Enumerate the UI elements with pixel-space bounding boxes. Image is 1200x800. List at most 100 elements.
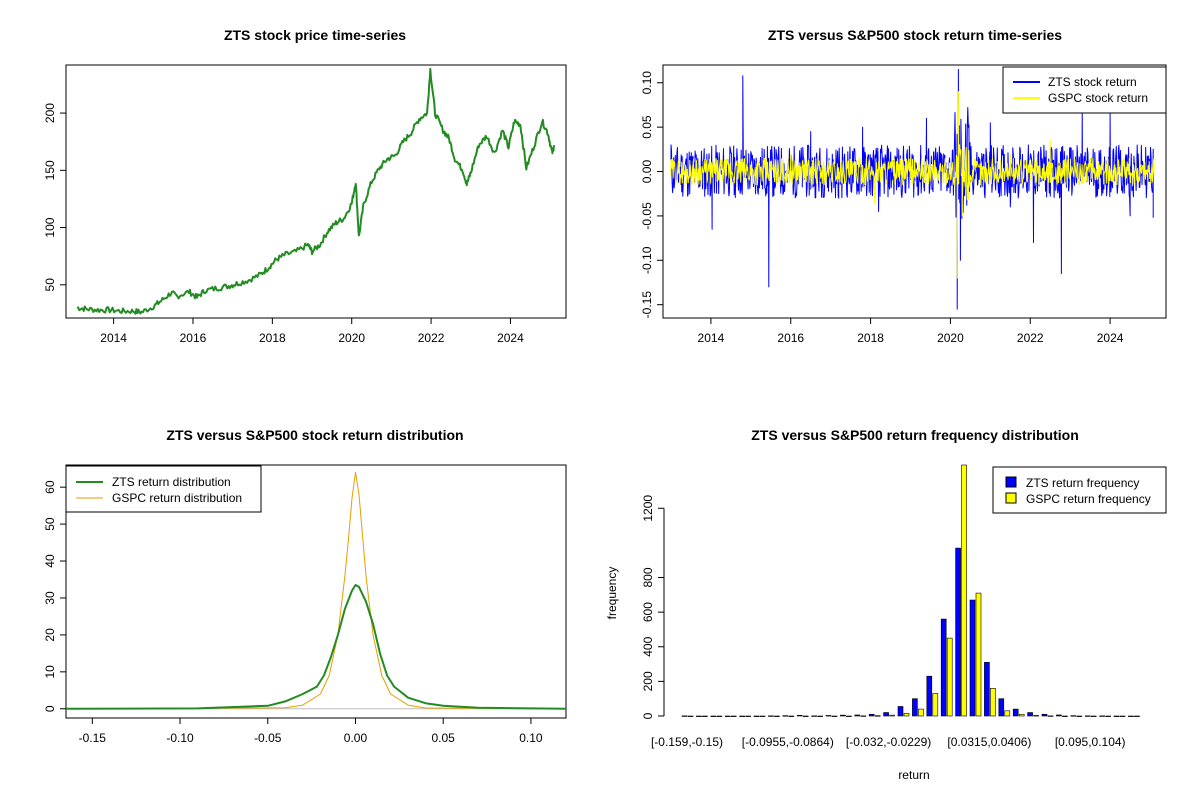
gspc-frequency-bar [1062, 715, 1068, 717]
panel-returns: ZTS versus S&P500 stock return time-seri… [640, 27, 1167, 345]
x-tick-label: [-0.032,-0.0229) [846, 735, 931, 749]
x-tick-label: 2024 [1097, 331, 1124, 345]
zts-frequency-bar [897, 706, 904, 717]
panel-price: ZTS stock price time-series 2014 2016 2018… [43, 27, 567, 345]
x-tick-label: 2018 [857, 331, 884, 345]
y-tick-label: 40 [43, 554, 57, 568]
density-legend: ZTS return distribution GSPC return dist… [65, 465, 262, 513]
zts-frequency-bar [1070, 715, 1077, 717]
zts-frequency-bar [811, 715, 817, 717]
gspc-frequency-bar [1134, 715, 1140, 717]
x-tick-label: -0.10 [166, 731, 194, 745]
gspc-frequency-bar [1076, 715, 1083, 717]
x-tick-label: 2020 [338, 331, 365, 345]
x-tick-label: [-0.159,-0.15) [651, 735, 723, 749]
gspc-frequency-bar [745, 715, 751, 717]
gspc-frequency-bar [1018, 713, 1025, 717]
y-tick-label: 600 [641, 602, 655, 622]
zts-density-line [65, 584, 567, 710]
gspc-frequency-bar [687, 715, 694, 717]
zts-frequency-bar [796, 715, 803, 717]
zts-frequency-bar [1012, 708, 1019, 717]
zts-frequency-bar [681, 715, 688, 717]
gspc-frequency-bar [874, 715, 881, 717]
density-series [65, 471, 567, 710]
returns-title: ZTS versus S&P500 stock return time-seri… [768, 27, 1062, 43]
density-x-axis: -0.15 -0.10 -0.05 0.00 0.05 0.10 [79, 717, 543, 745]
zts-frequency-bar [1099, 715, 1105, 717]
gspc-frequency-bar [831, 715, 838, 717]
frequency-x-axis: [-0.159,-0.15) [-0.0955,-0.0864) [-0.032,-… [651, 735, 1126, 749]
zts-frequency-bar [739, 715, 745, 717]
gspc-return-line [670, 91, 1155, 279]
y-tick-label: -0.10 [640, 246, 654, 274]
gspc-frequency-bar [918, 708, 924, 717]
x-tick-label: 0.10 [519, 731, 543, 745]
gspc-frequency-bar [1047, 715, 1054, 717]
returns-y-axis: -0.15 -0.10 -0.05 0.00 0.05 0.10 [640, 71, 664, 319]
y-tick-label: 150 [43, 160, 57, 180]
returns-legend: ZTS stock return GSPC stock return [1002, 66, 1167, 114]
price-title: ZTS stock price time-series [224, 27, 406, 43]
x-tick-label: 2020 [937, 331, 964, 345]
returns-legend-label-zts: ZTS stock return [1048, 75, 1137, 89]
zts-frequency-bar [753, 715, 760, 717]
x-tick-label: 0.00 [344, 731, 368, 745]
frequency-legend-label-zts: ZTS return frequency [1026, 476, 1139, 490]
gspc-frequency-bar [889, 714, 895, 717]
zts-frequency-bar [840, 714, 846, 717]
zts-frequency-bar [940, 618, 947, 717]
zts-frequency-bar [854, 714, 861, 717]
gspc-frequency-bar [903, 713, 910, 717]
returns-legend-box [1002, 66, 1167, 114]
x-tick-label: 2022 [418, 331, 445, 345]
x-tick-label: 2024 [497, 331, 524, 345]
gspc-density-line [66, 471, 567, 710]
x-tick-label: [0.095,0.104) [1055, 735, 1126, 749]
gspc-frequency-bar [716, 715, 723, 717]
zts-frequency-bar [710, 715, 717, 717]
zts-frequency-bar [883, 712, 889, 717]
gspc-frequency-bar [802, 715, 809, 717]
returns-series [670, 68, 1155, 310]
frequency-title: ZTS versus S&P500 return frequency distr… [751, 427, 1079, 443]
zts-frequency-bar [1056, 714, 1062, 717]
x-tick-label: 2016 [777, 331, 804, 345]
x-tick-label: 2016 [180, 331, 207, 345]
y-tick-label: 50 [43, 278, 57, 292]
y-tick-label: 0.05 [640, 115, 654, 139]
price-plot-frame [65, 64, 567, 319]
frequency-ylabel: frequency [605, 567, 619, 620]
gspc-frequency-bar [788, 715, 795, 717]
panel-density: ZTS versus S&P500 stock return distribut… [43, 427, 567, 745]
gspc-frequency-bar [946, 637, 953, 717]
panel-frequency: ZTS versus S&P500 return frequency distr… [605, 427, 1167, 782]
x-tick-label: [-0.0955,-0.0864) [742, 735, 834, 749]
zts-frequency-bar [768, 715, 774, 717]
y-tick-label: 400 [641, 636, 655, 656]
frequency-bars [681, 464, 1140, 717]
y-tick-label: 0 [43, 705, 57, 712]
gspc-frequency-bar [817, 715, 823, 717]
y-tick-label: 1200 [641, 495, 655, 522]
zts-frequency-bar [696, 715, 702, 717]
x-tick-label: 2018 [259, 331, 286, 345]
frequency-y-axis: 0 200 400 600 800 1200 [641, 495, 665, 719]
density-legend-label-gspc: GSPC return distribution [112, 491, 242, 505]
zts-frequency-bar [1113, 715, 1120, 717]
zts-frequency-bar [1027, 712, 1033, 717]
zts-frequency-bar [724, 715, 731, 717]
frequency-legend-swatch-zts [1005, 476, 1017, 488]
y-tick-label: -0.15 [640, 291, 654, 319]
x-tick-label: -0.05 [254, 731, 282, 745]
frequency-legend-swatch-gspc [1005, 492, 1017, 504]
gspc-frequency-bar [846, 715, 852, 717]
y-tick-label: -0.05 [640, 202, 654, 230]
frequency-legend: ZTS return frequency GSPC return frequen… [992, 466, 1167, 514]
zts-frequency-bar [912, 698, 918, 717]
returns-legend-label-gspc: GSPC stock return [1048, 91, 1148, 105]
zts-frequency-bar [782, 715, 789, 717]
zts-frequency-bar [998, 698, 1005, 717]
gspc-frequency-bar [730, 715, 737, 717]
y-tick-label: 20 [43, 628, 57, 642]
